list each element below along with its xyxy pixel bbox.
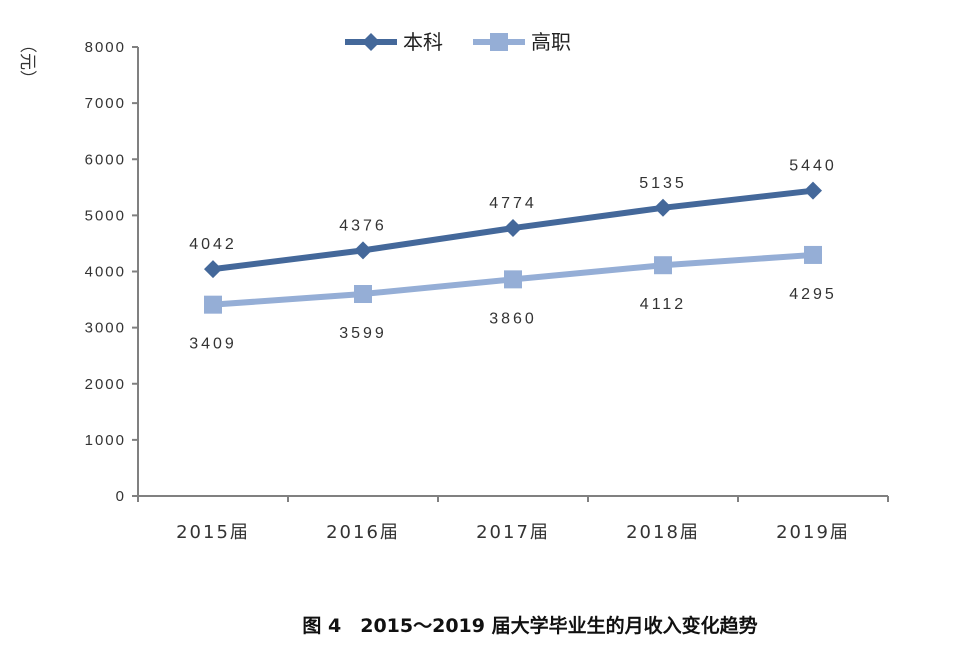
y-tick-label: 2000 <box>85 376 126 393</box>
data-label: 4042 <box>189 236 237 253</box>
legend-marker <box>362 33 380 51</box>
y-axis-label: （元） <box>17 36 37 87</box>
data-point <box>804 245 822 264</box>
series-2: 3409 3599 3860 4112 4295 <box>189 245 837 353</box>
x-tick-label: 2016届 <box>326 522 400 543</box>
y-axis-title: （元） <box>17 36 37 87</box>
y-tick-label: 4000 <box>85 264 126 281</box>
legend-label: 本科 <box>403 30 443 54</box>
data-point <box>804 181 822 200</box>
data-point <box>354 285 372 304</box>
data-label: 3409 <box>189 336 237 353</box>
data-label: 5135 <box>639 175 687 192</box>
data-label: 3860 <box>489 310 537 327</box>
data-label: 4774 <box>489 195 537 212</box>
data-label: 3599 <box>339 325 387 342</box>
y-tick-label: 0 <box>116 488 126 505</box>
chart-caption: 图 4 2015～2019 届大学毕业生的月收入变化趋势 <box>302 614 757 637</box>
data-label: 5440 <box>789 158 837 175</box>
data-label: 4295 <box>789 286 837 303</box>
y-tick-label: 3000 <box>85 320 126 337</box>
x-tick-label: 2019届 <box>776 522 850 543</box>
legend: 本科 高职 <box>345 30 571 54</box>
legend-item-1: 本科 <box>345 30 443 54</box>
series-group: 4042 4376 4774 5135 5440 3409 3599 3860 4112 4295 <box>189 158 837 353</box>
x-tick-label: 2017届 <box>476 522 550 543</box>
y-tick-label: 7000 <box>85 95 126 112</box>
y-tick-label: 5000 <box>85 207 126 224</box>
data-point <box>654 256 672 275</box>
data-point <box>654 198 672 217</box>
x-tick-label: 2018届 <box>626 522 700 543</box>
data-point <box>204 295 222 314</box>
data-point <box>354 241 372 260</box>
y-tick-label: 6000 <box>85 151 126 168</box>
data-point <box>504 219 522 238</box>
series-1: 4042 4376 4774 5135 5440 <box>189 158 837 279</box>
legend-label: 高职 <box>531 30 571 54</box>
legend-item-2: 高职 <box>473 30 571 54</box>
legend-marker <box>490 33 508 51</box>
y-tick-label: 8000 <box>85 39 126 56</box>
y-tick-label: 1000 <box>85 432 126 449</box>
data-label: 4376 <box>339 217 387 234</box>
data-point <box>204 260 222 279</box>
data-point <box>504 270 522 289</box>
x-tick-label: 2015届 <box>176 522 250 543</box>
data-label: 4112 <box>640 296 686 313</box>
axes: 0 1000 2000 3000 4000 5000 6000 7000 8000 2015届 20… <box>85 39 889 543</box>
